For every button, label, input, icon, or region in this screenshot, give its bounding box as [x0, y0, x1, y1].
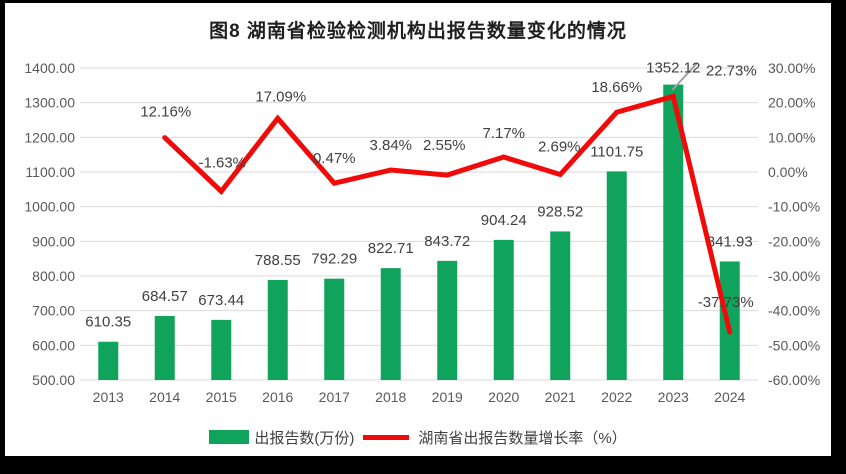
- right-axis-tick: 20.00%: [768, 95, 815, 111]
- line-label: 2.55%: [423, 137, 466, 154]
- line-label: 7.17%: [482, 125, 525, 142]
- left-axis-tick: 1300.00: [24, 95, 75, 111]
- left-axis-tick: 1200.00: [24, 129, 75, 145]
- x-axis-label: 2014: [149, 389, 180, 405]
- left-axis-tick: 1000.00: [24, 199, 75, 215]
- right-axis-tick: -50.00%: [768, 337, 820, 353]
- bar-label: 822.71: [368, 240, 414, 257]
- x-axis-label: 2018: [375, 389, 406, 405]
- right-axis-tick: 0.00%: [768, 164, 808, 180]
- bar-2020: [493, 239, 514, 380]
- x-axis-label: 2020: [488, 389, 519, 405]
- bar-label: 788.55: [255, 252, 301, 269]
- line-label: 18.66%: [591, 79, 642, 96]
- x-axis-label: 2022: [601, 389, 632, 405]
- chart-legend: 出报告数(万份) 湖南省出报告数量增长率（%）: [5, 426, 831, 448]
- bar-label: 1101.75: [590, 143, 643, 160]
- left-axis-tick: 600.00: [32, 337, 75, 353]
- bar-2019: [437, 260, 458, 380]
- x-axis-label: 2021: [545, 389, 576, 405]
- line-label: -1.63%: [198, 154, 246, 171]
- legend-bar-swatch: [209, 430, 250, 444]
- growth-rate-line: [162, 93, 733, 335]
- bar-label: 792.29: [311, 251, 357, 268]
- x-axis-label: 2019: [432, 389, 463, 405]
- legend-bar-label: 出报告数(万份): [254, 429, 355, 447]
- bar-label: 684.57: [142, 288, 188, 305]
- right-axis-tick: 30.00%: [768, 60, 815, 76]
- bar-2023: [663, 84, 684, 381]
- chart-canvas: 1400.00 30.00% 1300.00 20.00% 1200.00 10.00% 1…: [24, 60, 820, 405]
- bar-label: 843.72: [424, 233, 470, 250]
- legend-line-label: 湖南省出报告数量增长率（%）: [418, 429, 627, 447]
- line-label: 0.47%: [313, 150, 356, 167]
- left-axis-tick: 1400.00: [24, 60, 75, 76]
- legend-line-swatch: [363, 434, 410, 440]
- left-axis-tick: 700.00: [32, 303, 75, 319]
- bar-2016: [267, 279, 288, 380]
- right-axis-tick: -60.00%: [768, 372, 820, 388]
- bar-label: 904.24: [481, 212, 527, 229]
- x-axis-label: 2013: [93, 389, 124, 405]
- bar-2021: [550, 231, 571, 380]
- left-axis-tick: 800.00: [32, 268, 75, 284]
- label-leader-line: [671, 62, 698, 91]
- bar-label: 610.35: [85, 314, 131, 331]
- bar-2013: [98, 341, 119, 380]
- bar-2018: [380, 268, 401, 380]
- x-axis-label: 2024: [714, 389, 745, 405]
- x-axis-label: 2017: [319, 389, 350, 405]
- left-axis-tick: 500.00: [32, 372, 75, 388]
- left-axis-tick: 900.00: [32, 233, 75, 249]
- line-label: 17.09%: [255, 88, 306, 105]
- line-label: 12.16%: [140, 104, 191, 121]
- right-axis-tick: -30.00%: [768, 268, 820, 284]
- bar-2022: [606, 171, 627, 380]
- bar-2015: [211, 319, 232, 380]
- x-axis-label: 2023: [658, 389, 689, 405]
- bar-label: 673.44: [198, 292, 244, 309]
- bar-2024: [719, 261, 740, 380]
- line-label: 3.84%: [369, 137, 412, 154]
- right-axis-tick: -40.00%: [768, 303, 820, 319]
- bar-label: 1352.12: [646, 60, 700, 77]
- right-axis-tick: -20.00%: [768, 233, 820, 249]
- bar-2017: [324, 278, 345, 380]
- x-axis-label: 2015: [206, 389, 237, 405]
- line-label: 2.69%: [538, 139, 581, 156]
- chart-title: 图8 湖南省检验检测机构出报告数量变化的情况: [209, 21, 627, 42]
- chart-page: 图8 湖南省检验检测机构出报告数量变化的情况 1400.00 30.00% 1300…: [5, 3, 831, 456]
- right-axis-tick: -10.00%: [768, 199, 820, 215]
- line-label: -37.73%: [698, 294, 754, 311]
- bar-label: 841.93: [707, 233, 753, 250]
- bar-2014: [154, 316, 175, 380]
- x-axis-label: 2016: [262, 389, 293, 405]
- right-axis-tick: 10.00%: [768, 129, 815, 145]
- line-label: 22.73%: [706, 62, 757, 79]
- bar-label: 928.52: [537, 203, 583, 220]
- left-axis-tick: 1100.00: [25, 164, 75, 180]
